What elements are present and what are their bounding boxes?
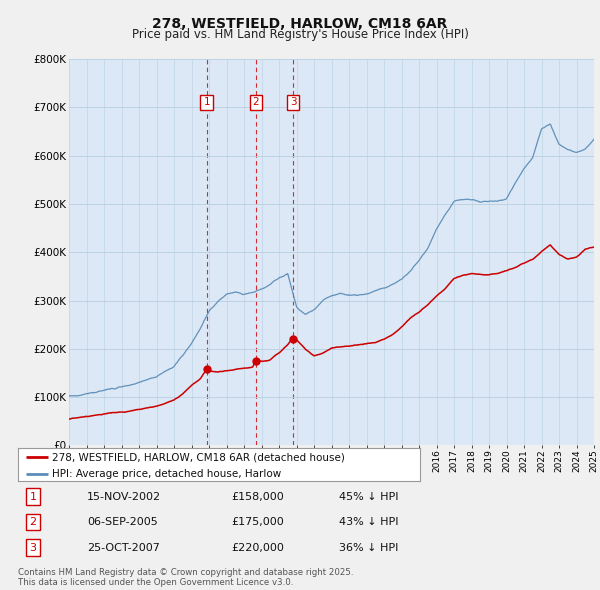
Text: HPI: Average price, detached house, Harlow: HPI: Average price, detached house, Harl… [52, 468, 281, 478]
Text: 2: 2 [253, 97, 259, 107]
Text: 45% ↓ HPI: 45% ↓ HPI [339, 492, 398, 502]
Text: 1: 1 [29, 492, 37, 502]
Text: £175,000: £175,000 [231, 517, 284, 527]
Text: 3: 3 [290, 97, 296, 107]
Text: 278, WESTFIELD, HARLOW, CM18 6AR: 278, WESTFIELD, HARLOW, CM18 6AR [152, 17, 448, 31]
Text: 25-OCT-2007: 25-OCT-2007 [87, 543, 160, 552]
Text: 3: 3 [29, 543, 37, 552]
Text: Contains HM Land Registry data © Crown copyright and database right 2025.
This d: Contains HM Land Registry data © Crown c… [18, 568, 353, 587]
Text: 06-SEP-2005: 06-SEP-2005 [87, 517, 158, 527]
Text: 43% ↓ HPI: 43% ↓ HPI [339, 517, 398, 527]
Text: 15-NOV-2002: 15-NOV-2002 [87, 492, 161, 502]
Text: 1: 1 [203, 97, 210, 107]
Text: £158,000: £158,000 [231, 492, 284, 502]
Text: 278, WESTFIELD, HARLOW, CM18 6AR (detached house): 278, WESTFIELD, HARLOW, CM18 6AR (detach… [52, 452, 345, 462]
Text: 36% ↓ HPI: 36% ↓ HPI [339, 543, 398, 552]
Text: £220,000: £220,000 [231, 543, 284, 552]
Text: 2: 2 [29, 517, 37, 527]
Text: Price paid vs. HM Land Registry's House Price Index (HPI): Price paid vs. HM Land Registry's House … [131, 28, 469, 41]
